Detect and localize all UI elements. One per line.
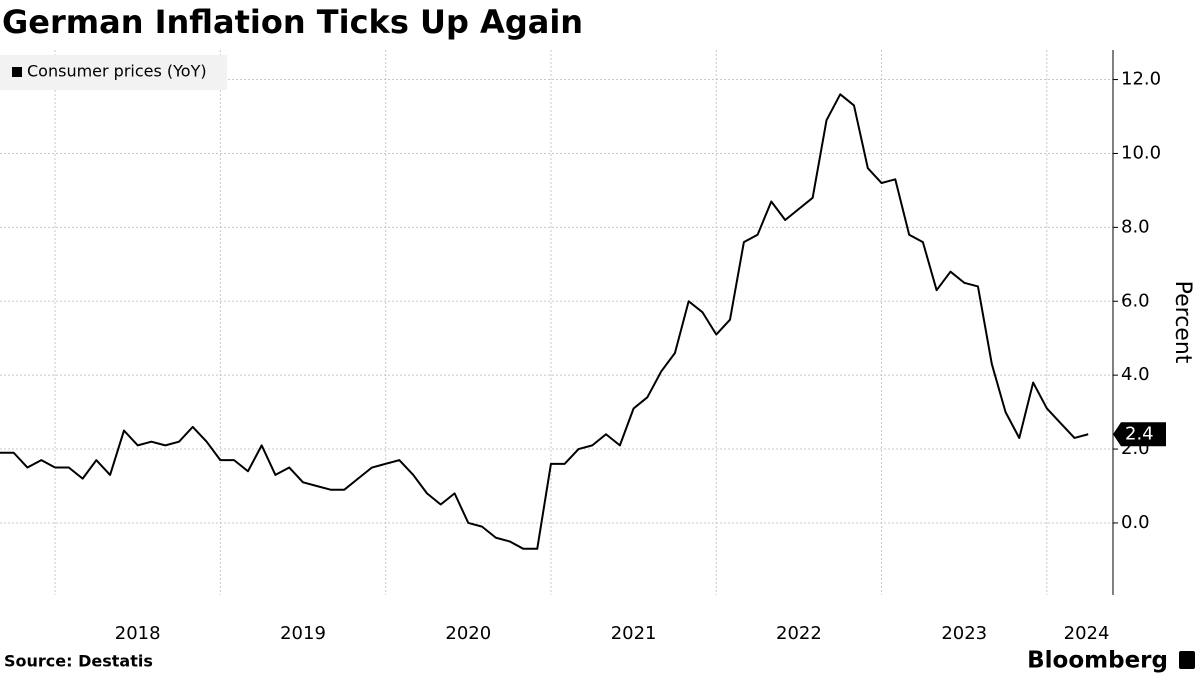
y-tick-label: 4.0 [1121,364,1150,385]
legend-label: Consumer prices (YoY) [27,62,207,81]
brand-icon [1179,651,1195,669]
legend-box [0,55,227,90]
y-tick-label: 6.0 [1121,290,1150,311]
y-tick-label: 0.0 [1121,512,1150,533]
x-tick-label: 2024 [1064,623,1110,644]
y-tick-label: 12.0 [1121,69,1161,90]
y-tick-label: 10.0 [1121,142,1161,163]
chart-title: German Inflation Ticks Up Again [2,3,583,41]
source: Source: Destatis [4,652,153,671]
x-tick-label: 2023 [941,623,987,644]
series-line [0,93,1089,550]
x-tick-label: 2022 [776,623,822,644]
x-tick-label: 2020 [445,623,491,644]
last-value-tag [1113,422,1166,447]
legend-swatch [12,67,22,77]
last-value-label: 2.4 [1125,423,1154,444]
y-tick-label: 8.0 [1121,216,1150,237]
x-tick-label: 2019 [280,623,326,644]
brand: Bloomberg [1027,648,1168,674]
x-tick-label: 2018 [115,623,161,644]
x-tick-label: 2021 [611,623,657,644]
y-axis-label: Percent [1170,281,1195,364]
